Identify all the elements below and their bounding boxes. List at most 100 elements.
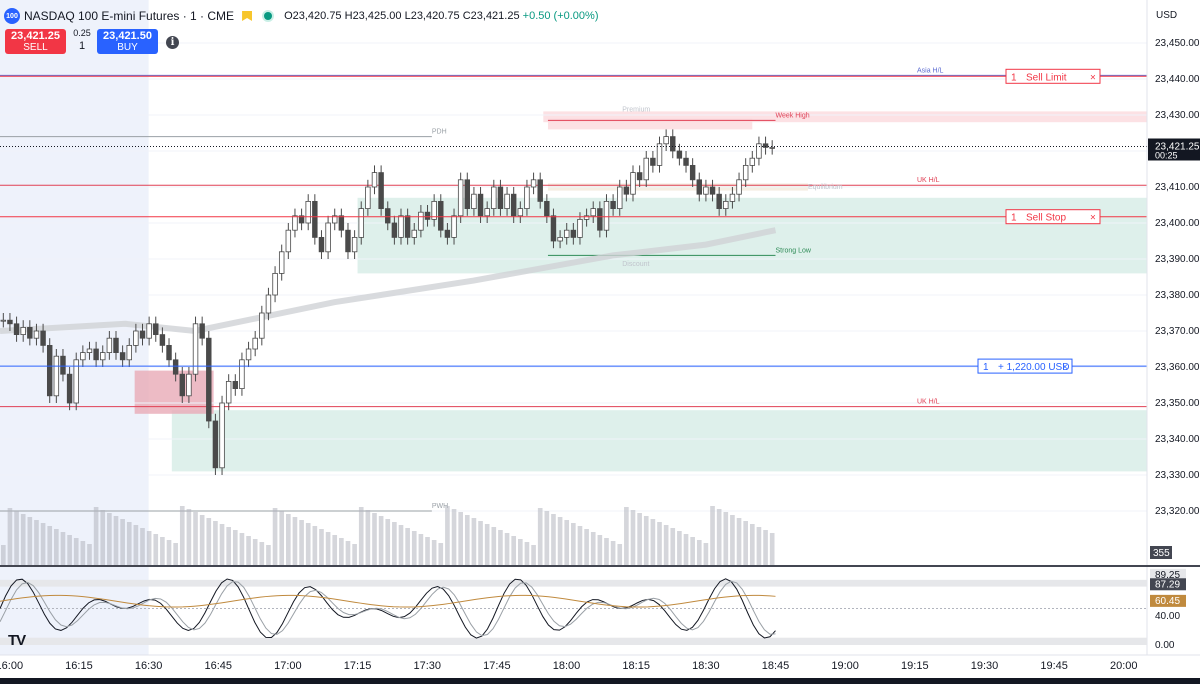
candle-body [643,157,649,181]
candle-body [245,348,252,361]
volume-bar [272,508,278,565]
x-tick-label: 17:00 [274,660,302,672]
ohlc-change: +0.50 (+0.00%) [522,10,599,22]
position-qty: 1 [983,362,989,373]
candle-body [325,222,331,253]
volume-bar [133,525,139,565]
candle-body [33,330,40,339]
candle-body [80,352,86,361]
volume-bar [319,529,324,565]
ohlc-high: H23,425.00 [344,10,402,22]
volume-bar [551,514,556,565]
market-open-icon[interactable] [264,12,273,20]
volume-bar [232,530,238,565]
candle-body [709,186,716,195]
y-tick-label: 23,430.00 [1155,110,1200,121]
candle-body [444,229,451,238]
candle-body [749,157,756,166]
volume-bar [537,508,543,565]
volume-bar [186,509,192,565]
candle-body [139,330,146,339]
y-tick-label: 23,340.00 [1155,434,1200,445]
flag-icon[interactable] [242,11,253,21]
tick-size: 0.25 [73,28,91,38]
candle-body [318,236,325,253]
volume-bar [431,540,437,565]
symbol-title[interactable]: NASDAQ 100 E-mini Futures · 1 · CME [24,9,235,23]
candle-body [438,200,444,231]
x-tick-label: 18:15 [622,660,650,672]
candle-body [404,215,411,238]
sell-button[interactable]: 23,421.25 SELL [5,29,66,54]
candle-body [219,402,225,469]
volume-bar [252,539,258,565]
volume-bar [517,539,523,565]
candle-body [7,319,13,325]
candle-body [232,380,239,389]
candle-body [278,251,285,274]
candle-body [736,179,742,195]
candle-body [365,186,371,210]
x-tick-label: 17:45 [483,660,511,672]
x-tick-label: 19:30 [971,660,999,672]
volume-bar [146,531,152,565]
volume-bar [160,537,165,565]
quantity-value[interactable]: 1 [78,40,86,52]
sell-stop-order-box[interactable] [1005,209,1101,225]
oscillator-oversold [0,637,1147,645]
candle-body [40,330,46,346]
volume-bar [716,509,722,565]
buy-button[interactable]: 23,421.50 BUY [97,29,158,54]
position-order-box[interactable] [977,358,1073,374]
ohlc-close: C23,421.25 [462,10,520,22]
candle-body [723,200,729,209]
symbol-logo[interactable]: 100 [4,8,20,24]
buy-price: 23,421.50 [103,30,152,42]
sell-limit-order-box[interactable] [1005,68,1101,84]
x-tick-label: 19:45 [1040,660,1068,672]
volume-bar [392,522,397,565]
candle-body [603,200,610,231]
volume-bar [40,523,46,565]
candle-body [172,359,179,375]
candle-body [239,359,245,389]
candle-body [610,200,616,209]
sell-stop-label: Sell Stop [1026,213,1066,224]
volume-bar [484,524,490,565]
sell-limit-qty: 1 [1011,72,1017,83]
candle-body [146,323,152,339]
volume-bar [378,516,384,565]
volume-bar [279,511,285,565]
sell-stop-close-icon[interactable]: × [1090,213,1096,224]
candle-body [630,172,636,195]
volume-bar [571,523,576,565]
volume-bar [345,541,351,565]
candle-body [663,136,669,145]
candle-body [742,164,749,181]
volume-bar [325,532,331,565]
volume-bar [498,530,503,565]
candle-body [153,323,159,335]
premium-label: Premium [622,106,650,113]
candle-body [73,359,79,404]
info-icon[interactable]: i [166,36,179,49]
tradingview-logo[interactable]: TV [8,632,26,649]
candle-body [451,215,457,238]
volume-bar [445,506,450,565]
candle-body [517,208,524,217]
candle-body [199,323,205,339]
quantity-control[interactable]: 0.25 1 [70,28,94,52]
volume-bar [226,527,231,565]
volume-bar [763,530,768,565]
candle-body [106,337,113,354]
position-close-icon[interactable]: × [1062,362,1068,373]
volume-bar [710,506,715,565]
x-tick-label: 16:15 [65,660,93,672]
volume-bar [411,531,417,565]
volume-bar [93,507,99,565]
candle-body [716,193,722,209]
volume-bar [213,521,218,565]
sell-limit-close-icon[interactable]: × [1090,72,1096,83]
currency-label[interactable]: USD [1156,10,1178,21]
